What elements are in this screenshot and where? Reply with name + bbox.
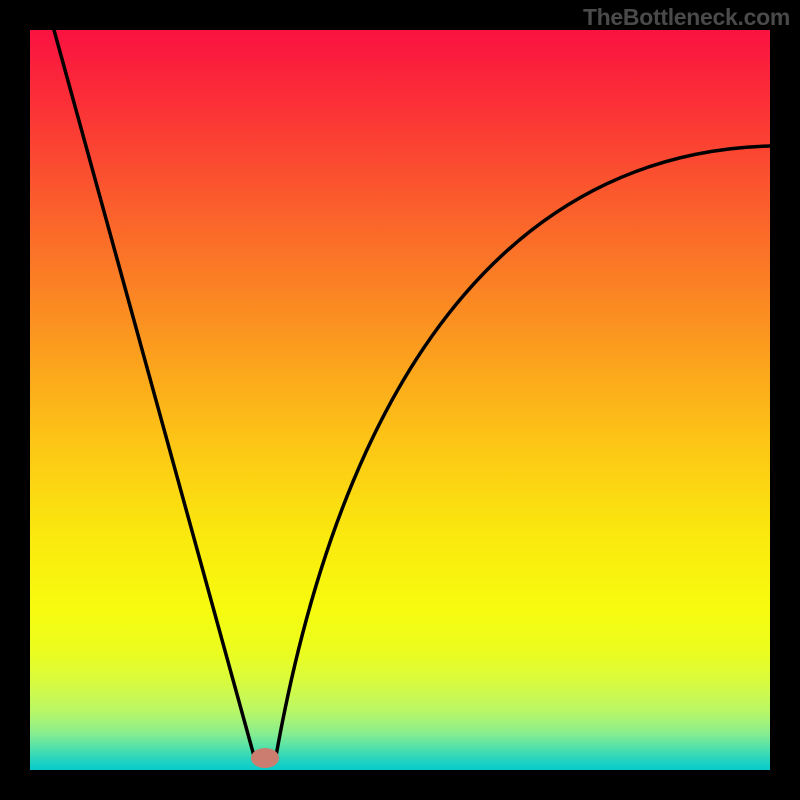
watermark-text: TheBottleneck.com xyxy=(583,4,790,31)
plot-background xyxy=(30,30,770,770)
chart-container: TheBottleneck.com xyxy=(0,0,800,800)
minimum-marker xyxy=(251,748,279,768)
bottleneck-chart xyxy=(0,0,800,800)
